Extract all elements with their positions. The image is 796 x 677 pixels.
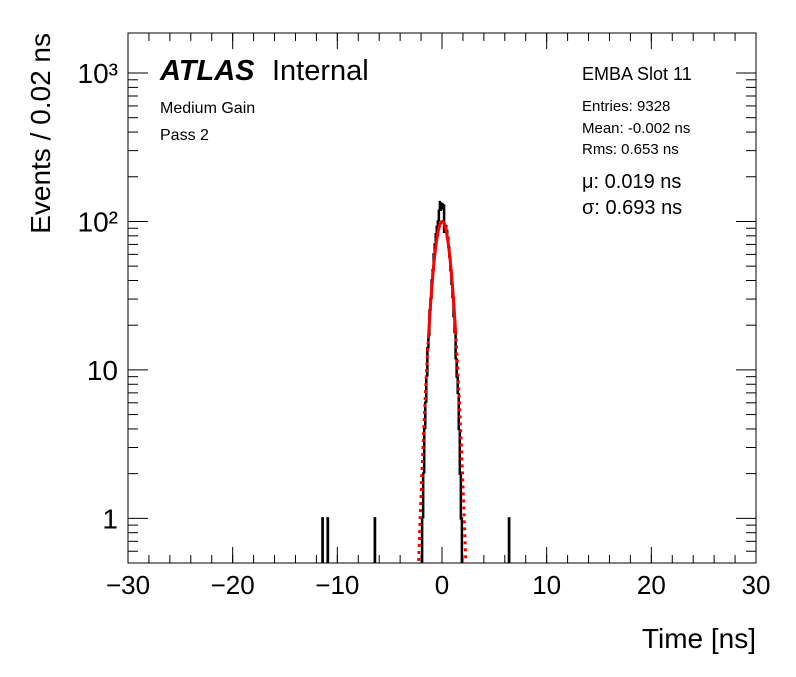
histogram-bin: [423, 474, 424, 519]
stats: Entries: 9328: [582, 98, 670, 115]
x-tick-label: 10: [532, 570, 561, 600]
chart-subtitle: Internal: [272, 55, 369, 87]
x-tick-label: 20: [637, 570, 666, 600]
y-axis-label: Events / 0.02 ns: [25, 33, 56, 234]
x-axis-label: Time [ns]: [642, 623, 756, 654]
histogram-bin: [422, 518, 423, 563]
x-tick-label: 0: [435, 570, 449, 600]
annotation: Medium Gain: [160, 100, 255, 117]
x-tick-label: 30: [742, 570, 771, 600]
chart-title: ATLAS: [159, 55, 255, 87]
stats-title: EMBA Slot 11: [582, 64, 692, 84]
y-tick-label: 1: [102, 503, 118, 534]
y-tick-label: 10: [87, 355, 118, 386]
histogram-bin: [439, 211, 440, 222]
fit-label: σ: 0.693 ns: [582, 197, 682, 219]
x-tick-label: −20: [211, 570, 255, 600]
x-tick-label: −30: [106, 570, 150, 600]
y-tick-label: 10²: [78, 206, 118, 237]
stats: Mean: -0.002 ns: [582, 120, 690, 137]
y-tick-label: 10³: [78, 58, 118, 89]
x-tick-label: −10: [315, 570, 359, 600]
histogram-bin: [424, 429, 425, 474]
fit-label: μ: 0.019 ns: [582, 171, 681, 193]
annotation: Pass 2: [160, 127, 209, 144]
stats: Rms: 0.653 ns: [582, 141, 679, 158]
